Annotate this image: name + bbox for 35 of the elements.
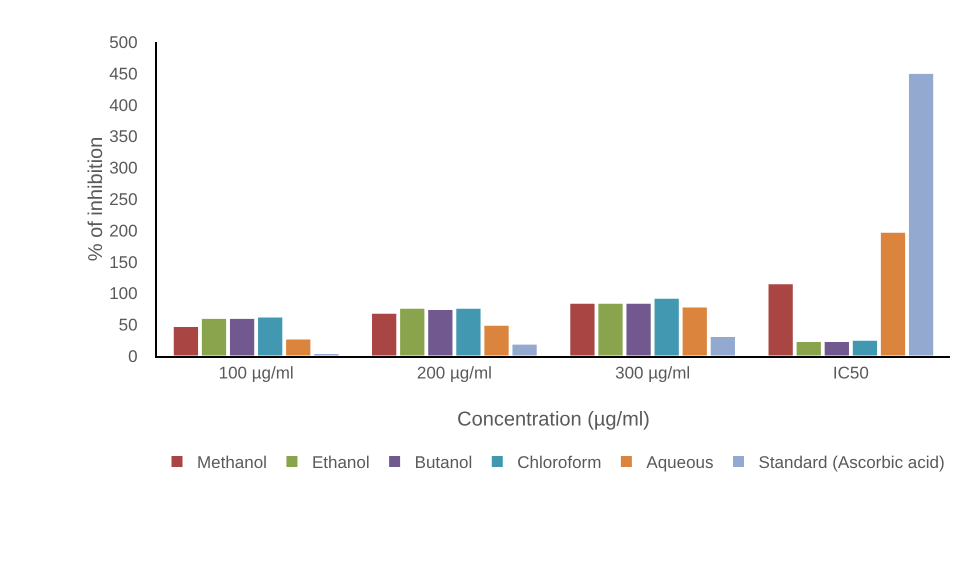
y-tick-label: 150 xyxy=(109,252,138,272)
bar xyxy=(880,232,906,356)
y-tick-label: 200 xyxy=(109,221,138,240)
y-tick-label: 100 xyxy=(109,284,138,304)
x-tick-label: 200 µg/ml xyxy=(416,363,492,382)
y-tick-label: 400 xyxy=(109,96,138,115)
y-tick-label: 50 xyxy=(118,316,138,335)
bar xyxy=(625,302,652,356)
x-tick-label: 300 µg/ml xyxy=(615,363,690,382)
bar xyxy=(200,318,228,356)
legend-label: Ethanol xyxy=(312,453,370,472)
y-tick-label: 350 xyxy=(109,127,138,146)
y-tick-label: 300 xyxy=(109,158,138,178)
bar xyxy=(228,318,256,356)
legend-label: Methanol xyxy=(197,453,267,472)
x-tick-label: IC50 xyxy=(832,363,869,382)
legend-label: Butanol xyxy=(414,453,472,472)
bar xyxy=(483,324,510,356)
legend-label: Standard (Ascorbic acid) xyxy=(758,453,945,472)
bar xyxy=(852,340,878,356)
bar xyxy=(172,326,200,356)
x-axis-title: Concentration (µg/ml) xyxy=(457,408,650,430)
x-tick-label: 100 µg/ml xyxy=(218,363,294,382)
y-axis-title: % of inhibition xyxy=(85,136,108,262)
legend-label: Chloroform xyxy=(517,453,602,472)
y-tick-label: 450 xyxy=(109,64,138,84)
bar xyxy=(597,302,624,356)
y-tick-label: 500 xyxy=(109,32,138,52)
bar xyxy=(511,344,538,356)
y-tick-label: 250 xyxy=(109,190,138,209)
legend-label: Aqueous xyxy=(646,453,714,472)
bar xyxy=(569,302,596,356)
bar xyxy=(455,308,482,356)
y-tick-label: 0 xyxy=(128,346,138,366)
bar xyxy=(908,72,934,356)
